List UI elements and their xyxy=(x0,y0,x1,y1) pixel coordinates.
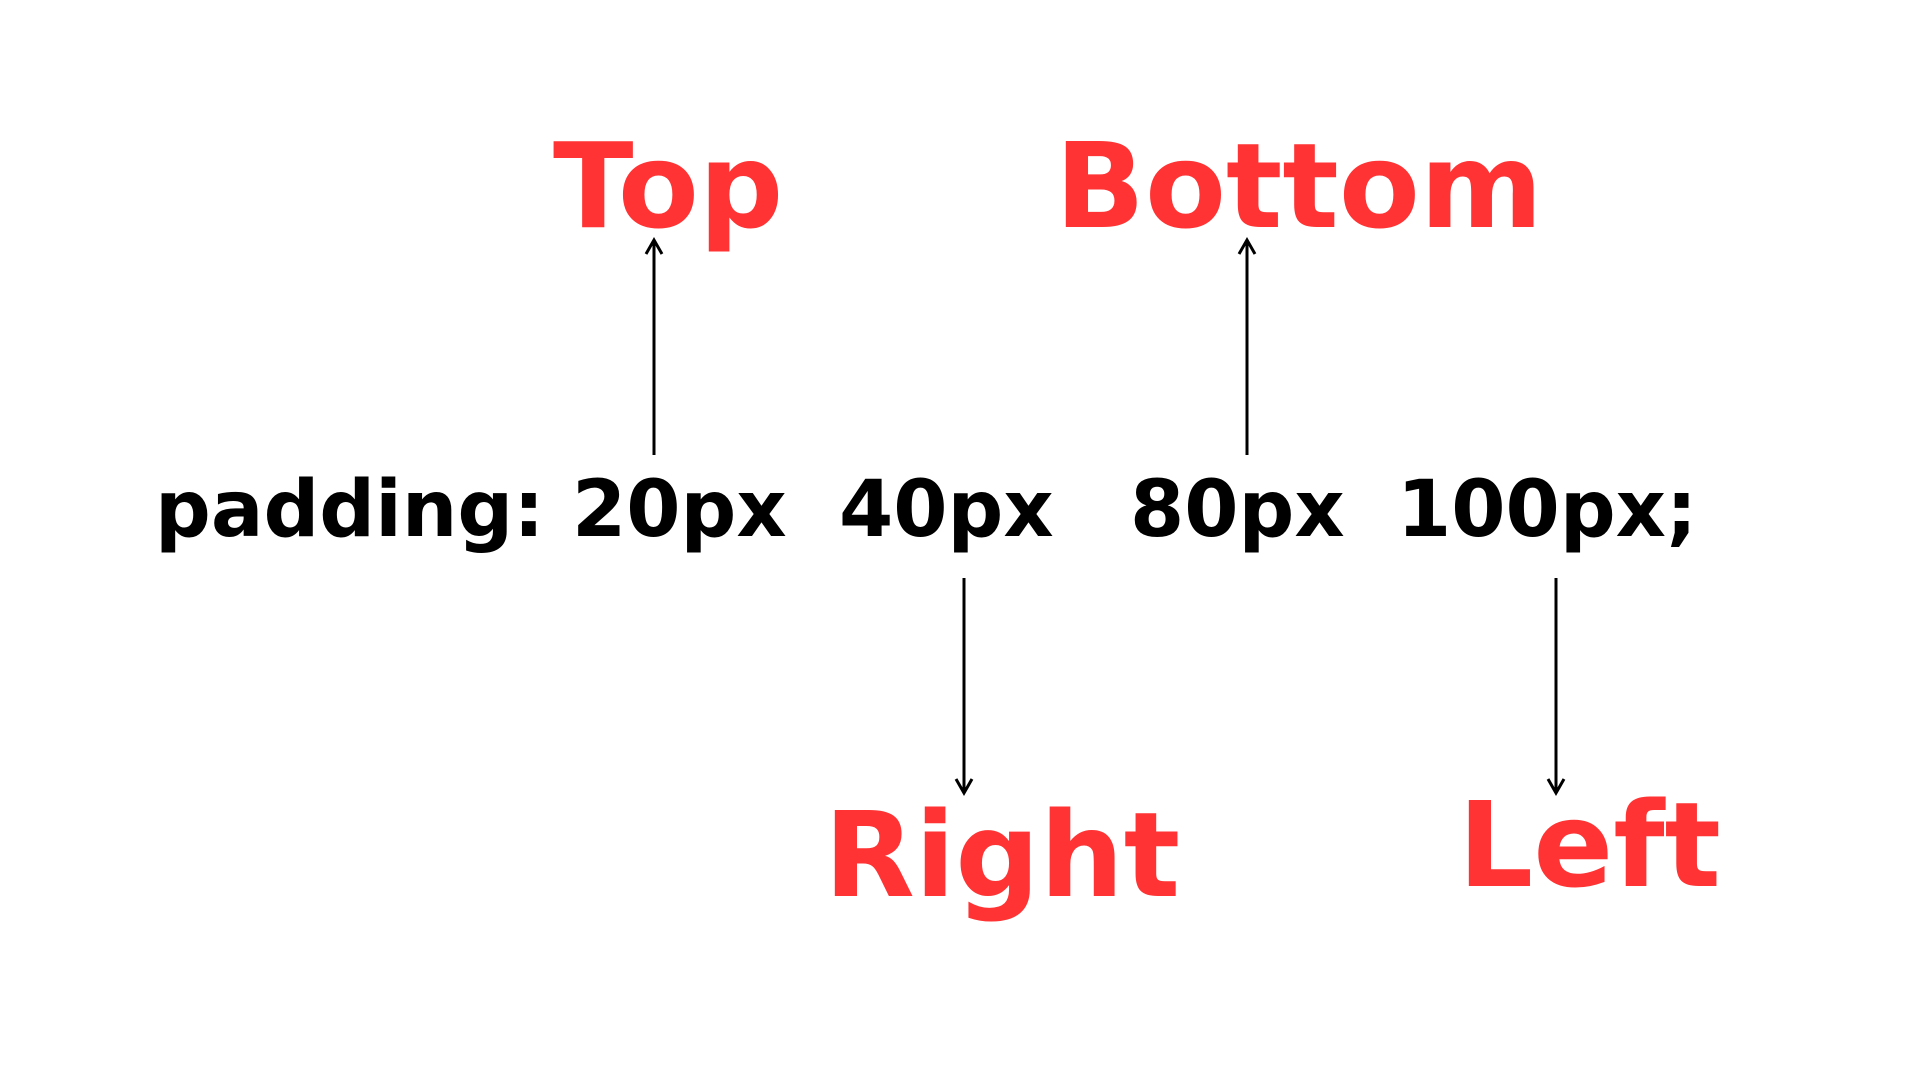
code-value-left: 100px; xyxy=(1397,465,1698,555)
arrow-top xyxy=(644,236,664,455)
arrow-bottom xyxy=(1237,236,1257,455)
code-value-bottom: 80px xyxy=(1130,465,1345,555)
code-property: padding: xyxy=(155,465,545,555)
code-value-top: 20px xyxy=(572,465,787,555)
label-right: Right xyxy=(824,786,1181,924)
label-left: Left xyxy=(1458,776,1721,914)
label-bottom: Bottom xyxy=(1055,117,1543,255)
code-value-right: 40px xyxy=(839,465,1054,555)
arrow-right xyxy=(954,578,974,797)
arrow-left xyxy=(1546,578,1566,797)
label-top: Top xyxy=(553,117,784,255)
